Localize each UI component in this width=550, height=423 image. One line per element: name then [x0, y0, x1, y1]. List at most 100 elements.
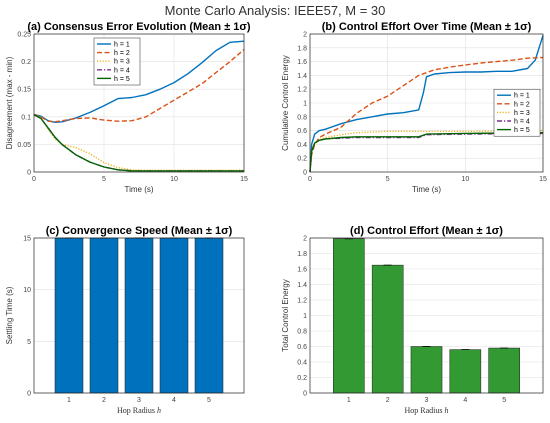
- x-axis-label: Time (s): [124, 185, 153, 194]
- x-axis-label: Hop Radius h: [117, 406, 161, 415]
- legend-label: h = 3: [514, 110, 530, 117]
- bar-5: [488, 347, 520, 394]
- series-line-h5: [309, 132, 544, 173]
- bar-2: [89, 237, 119, 394]
- plot-frame: [309, 33, 544, 173]
- y-tick-label: 0.25: [17, 32, 31, 39]
- series-line-h4: [33, 113, 244, 172]
- y-tick-label: 0.05: [17, 142, 31, 149]
- x-tick-label: 5: [207, 397, 211, 404]
- y-tick-label: 0.2: [21, 59, 31, 66]
- x-tick-label: 2: [386, 397, 390, 404]
- legend: h = 1h = 2 h = 3h = 4 h = 5: [93, 37, 141, 86]
- y-tick-label: 1.8: [297, 251, 307, 258]
- y-tick-label: 0.8: [297, 329, 307, 336]
- y-tick-label: 15: [23, 236, 31, 243]
- x-tick-label: 1: [347, 397, 351, 404]
- y-tick-label: 0: [303, 391, 307, 398]
- series-line-h1: [309, 35, 544, 173]
- legend-label: h = 1: [514, 93, 530, 100]
- legend-box: [93, 37, 141, 86]
- legend-label: h = 1: [114, 42, 130, 49]
- panel-b: 0 5 10 15 0 0.2 0.4 0.6 0.8 1 1.2 1.4 1.6 1.8 2 (b) Con…: [281, 21, 547, 194]
- series-line-h2: [309, 56, 544, 173]
- figure-title: Monte Carlo Analysis: IEEE57, M = 30: [165, 3, 386, 18]
- legend-label: h = 5: [514, 127, 530, 134]
- y-tick-label: 1: [303, 101, 307, 108]
- legend-label: h = 4: [514, 119, 530, 126]
- series-line-h4: [309, 132, 544, 173]
- y-tick-label: 1.2: [297, 87, 307, 94]
- y-tick-label: 0.2: [297, 156, 307, 163]
- x-tick-label: 5: [502, 397, 506, 404]
- panel-d: 0 0.2 0.4 0.6 0.8 1 1.2 1.4 1.6 1.8 2 (d) Control E…: [281, 225, 544, 415]
- x-tick-label: 4: [463, 397, 467, 404]
- panel-title: (c) Convergence Speed (Mean ± 1σ): [46, 225, 233, 237]
- legend-label: h = 2: [514, 101, 530, 108]
- plot-frame: [33, 33, 245, 173]
- bar-1: [54, 237, 84, 394]
- y-tick-label: 0.4: [297, 360, 307, 367]
- y-tick-label: 1.6: [297, 59, 307, 66]
- legend-label: h = 4: [114, 67, 130, 74]
- legend-label: h = 2: [114, 50, 130, 57]
- legend-label: h = 5: [114, 76, 130, 83]
- y-tick-label: 5: [27, 339, 31, 346]
- y-tick-label: 2: [303, 236, 307, 243]
- y-tick-label: 0.2: [297, 375, 307, 382]
- plot-frame: [33, 237, 245, 394]
- y-axis-label: Settling Time (s): [5, 286, 14, 344]
- x-tick-label: 10: [170, 176, 178, 183]
- x-tick-label: 15: [240, 176, 248, 183]
- y-tick-label: 1.4: [297, 73, 307, 80]
- bar-3: [124, 237, 154, 394]
- bar-4: [159, 237, 189, 394]
- y-tick-label: 0.15: [17, 87, 31, 94]
- panel-a: 0 5 10 15 0 0.05 0.1 0.15 0.2 0.25(a) Consensus E…: [5, 21, 251, 194]
- x-tick-label: 0: [308, 176, 312, 183]
- series-line-h1: [33, 40, 245, 124]
- x-tick-label: 5: [102, 176, 106, 183]
- y-tick-label: 1.6: [297, 267, 307, 274]
- panel-title: (d) Control Effort (Mean ± 1σ): [350, 225, 503, 237]
- x-tick-label: 10: [461, 176, 469, 183]
- bar-5: [194, 237, 224, 394]
- y-tick-label: 1.4: [297, 282, 307, 289]
- y-tick-label: 0.1: [21, 114, 31, 121]
- series-line-h3: [33, 113, 244, 172]
- bar-4: [449, 349, 482, 394]
- y-tick-label: 0.4: [297, 142, 307, 149]
- x-tick-label: 5: [386, 176, 390, 183]
- bar-2: [371, 264, 404, 394]
- legend-label: h = 3: [114, 59, 130, 66]
- y-axis-label: Total Control Energy: [281, 279, 290, 351]
- x-tick-label: 15: [539, 176, 547, 183]
- y-tick-label: 0: [303, 170, 307, 177]
- y-tick-label: 2: [303, 32, 307, 39]
- plot-frame: [309, 237, 544, 394]
- bar-1: [333, 238, 365, 394]
- series-line-h5: [33, 113, 244, 172]
- y-tick-label: 1.8: [297, 45, 307, 52]
- y-axis-label: Cumulative Control Energy: [281, 55, 290, 151]
- x-tick-label: 0: [32, 176, 36, 183]
- x-tick-label: 3: [137, 397, 141, 404]
- panel-title: (a) Consensus Error Evolution (Mean ± 1σ…: [27, 21, 251, 33]
- x-axis-label: Hop Radius h: [405, 406, 449, 415]
- x-tick-label: 1: [67, 397, 71, 404]
- x-tick-label: 4: [172, 397, 176, 404]
- y-tick-label: 0.8: [297, 114, 307, 121]
- y-tick-label: 0: [27, 170, 31, 177]
- y-tick-label: 0: [27, 391, 31, 398]
- y-tick-label: 0.6: [297, 344, 307, 351]
- bar-3: [410, 346, 443, 394]
- legend: h = 1h = 2 h = 3 h = 4h = 5: [493, 88, 541, 137]
- series-line-h2: [33, 48, 245, 123]
- x-axis-label: Time (s): [412, 185, 441, 194]
- y-tick-label: 1: [303, 313, 307, 320]
- panel-title: (b) Control Effort Over Time (Mean ± 1σ): [322, 21, 532, 33]
- y-axis-label: Disagreement (max - min): [5, 56, 14, 149]
- y-tick-label: 0.6: [297, 128, 307, 135]
